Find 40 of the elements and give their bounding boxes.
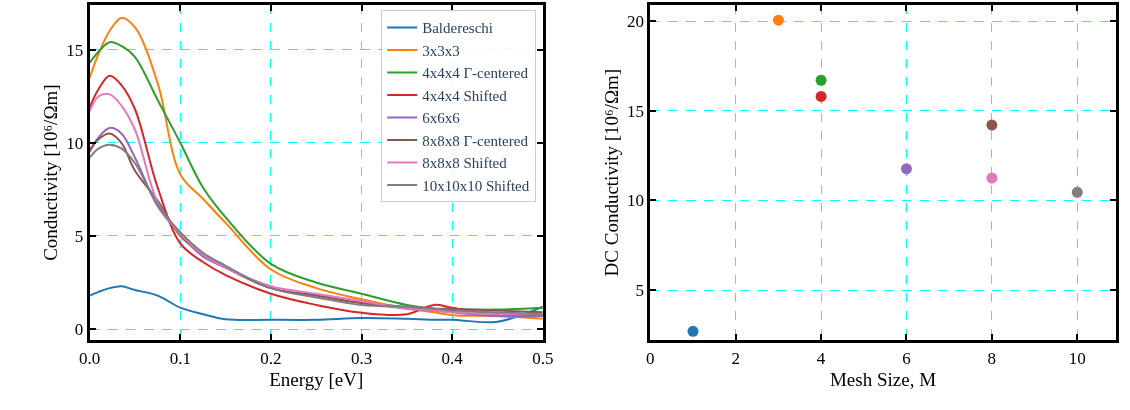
point — [815, 74, 827, 86]
x-tick-label: 0.2 — [260, 348, 282, 368]
point — [687, 325, 699, 337]
y-tick-label: 5 — [74, 226, 84, 246]
x-axis-title: Energy [eV] — [269, 368, 364, 390]
y-axis-title: Conductivity [10⁶/Ωm] — [40, 84, 62, 261]
legend-label: 6x6x6 — [422, 110, 461, 127]
x-tick-label: 0.4 — [441, 348, 464, 368]
y-axis-title: DC Conductivity [10⁶/Ωm] — [600, 68, 622, 277]
x-tick-label: 10 — [1068, 348, 1086, 368]
legend-label: 8x8x8 Shifted — [422, 155, 508, 172]
legend-label: 4x4x4 Γ-centered — [422, 65, 529, 82]
point — [1071, 186, 1083, 198]
point — [900, 163, 912, 175]
legend-label: Baldereschi — [422, 20, 493, 37]
y-tick-label: 15 — [626, 101, 644, 121]
y-tick-label: 15 — [66, 40, 84, 60]
line-series — [89, 285, 543, 324]
x-tick-label: 0.1 — [169, 348, 191, 368]
x-tick-label: 8 — [987, 348, 997, 368]
legend-label: 8x8x8 Γ-centered — [422, 132, 529, 149]
x-tick-label: 4 — [816, 348, 826, 368]
legend-label: 3x3x3 — [422, 42, 460, 59]
point — [772, 14, 784, 26]
y-tick-label: 10 — [66, 133, 84, 153]
y-tick-label: 5 — [635, 281, 644, 301]
x-tick-label: 0.0 — [79, 348, 101, 368]
point — [986, 119, 998, 131]
point — [986, 172, 998, 184]
x-tick-label: 0.3 — [350, 348, 373, 368]
legend-label: 10x10x10 Shifted — [422, 177, 530, 194]
y-tick-label: 10 — [626, 191, 644, 211]
x-tick-label: 2 — [731, 348, 740, 368]
x-tick-label: 0.5 — [532, 348, 554, 368]
x-axis-title: Mesh Size, M — [829, 368, 937, 390]
y-tick-label: 20 — [626, 12, 644, 32]
legend-label: 4x4x4 Shifted — [422, 87, 508, 104]
y-tick-label: 0 — [74, 320, 84, 340]
x-tick-label: 6 — [902, 348, 911, 368]
point — [815, 90, 827, 102]
